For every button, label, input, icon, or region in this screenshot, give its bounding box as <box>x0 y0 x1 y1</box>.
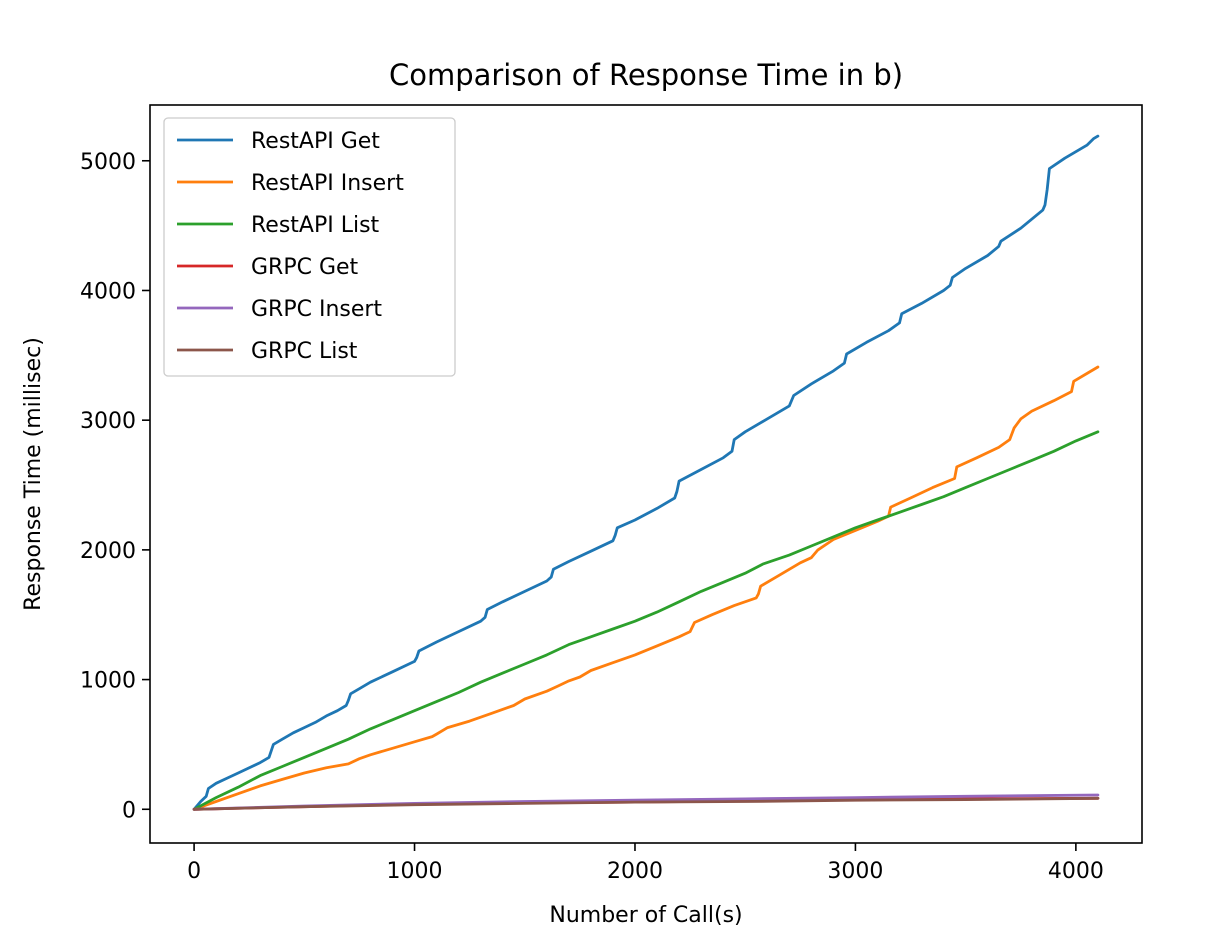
series-lines <box>192 134 1100 811</box>
series-line-restapi-get <box>192 134 1100 811</box>
legend: RestAPI Get RestAPI Insert RestAPI List GRP… <box>163 117 456 377</box>
legend-label-grpc-get: GRPC Get <box>251 255 359 280</box>
x-tick-label: 4000 <box>1048 859 1104 884</box>
y-tick-label: 0 <box>122 798 136 823</box>
x-axis-label: Number of Call(s) <box>549 903 742 928</box>
y-tick-label: 1000 <box>80 669 136 694</box>
legend-label-restapi-insert: RestAPI Insert <box>251 171 404 196</box>
chart-title: Comparison of Response Time in b) <box>389 58 903 92</box>
y-tick-label: 5000 <box>80 150 136 175</box>
x-axis: 0 1000 2000 3000 4000 <box>187 843 1104 884</box>
plot-frame <box>149 104 1143 844</box>
legend-label-restapi-get: RestAPI Get <box>251 129 380 154</box>
x-tick-label: 0 <box>187 859 201 884</box>
legend-label-restapi-list: RestAPI List <box>251 213 380 238</box>
series-line-restapi-insert <box>192 365 1100 811</box>
y-tick-label: 3000 <box>80 409 136 434</box>
y-axis-label: Response Time (millisec) <box>21 337 46 611</box>
y-tick-label: 2000 <box>80 539 136 564</box>
x-tick-label: 2000 <box>607 859 663 884</box>
series-line-restapi-list <box>192 430 1100 811</box>
x-tick-label: 1000 <box>387 859 443 884</box>
series-line-grpc-list <box>192 796 1100 811</box>
y-axis: 0 1000 2000 3000 4000 5000 <box>80 150 150 823</box>
y-tick-label: 4000 <box>80 279 136 304</box>
legend-box <box>163 117 456 377</box>
legend-label-grpc-insert: GRPC Insert <box>251 297 382 322</box>
x-tick-label: 3000 <box>827 859 883 884</box>
legend-label-grpc-list: GRPC List <box>251 339 358 364</box>
